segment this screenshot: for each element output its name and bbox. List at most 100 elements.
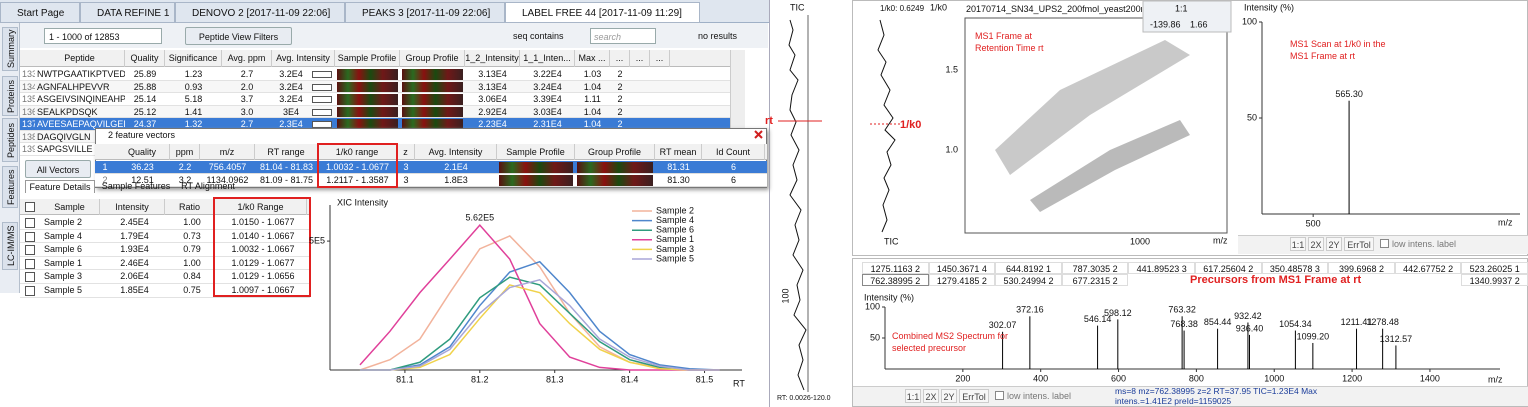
table-cell: 1.0150 - 1.0677 (231, 217, 295, 227)
table-cell: 3.13E4 (478, 81, 507, 92)
table-cell: Sample 1 (44, 257, 83, 268)
table-cell: NWTPGAATIKPTVEDSK (37, 69, 125, 79)
tab: Start Page (0, 2, 80, 23)
table-cell: 25.88 (133, 81, 157, 92)
table-cell: 36.23 (131, 162, 154, 172)
filter-mode: seq contains (513, 31, 564, 41)
right-top-panel (852, 0, 1528, 256)
tic-range: RT: 0.0026-120.0 (777, 395, 831, 402)
column-header: RT range (255, 144, 318, 160)
column-header: Group Profile (400, 50, 465, 67)
table-cell: AGNFALHPEVVR (37, 81, 110, 92)
table-row (20, 257, 310, 271)
table-cell: 1.11 (584, 94, 601, 104)
table-cell: 3.2E4 (279, 69, 303, 79)
column-header: Quality (125, 50, 165, 67)
column-header: Avg. Intensity (415, 144, 497, 160)
subtab: Sample Features (101, 181, 171, 191)
toolbar-button: 2Y (941, 389, 957, 403)
checkbox (995, 391, 1004, 400)
table-row (20, 243, 310, 257)
checkbox (25, 286, 35, 296)
toolbar-button: ErrTol (1344, 237, 1374, 251)
table-cell: 3.13E4 (478, 69, 507, 79)
table-cell: 135 (22, 94, 35, 104)
sample-profile (337, 81, 398, 92)
sample-profile (337, 119, 398, 130)
table-cell: 0.84 (183, 271, 201, 282)
table-cell: 3.2E4 (279, 81, 303, 92)
column-header: ... (650, 50, 670, 67)
checkbox (25, 202, 35, 212)
table-cell: 1.0129 - 1.0677 (231, 257, 295, 268)
precursor-cell: 530.24994 2 (995, 274, 1062, 286)
table-cell: 2.7 (240, 119, 254, 129)
table-cell: 0.75 (183, 285, 201, 295)
search-result: no results (698, 31, 738, 41)
subtab: RT Alignment (181, 181, 235, 191)
table-cell: 756.4057 (208, 162, 247, 172)
table-cell: 3.03E4 (533, 106, 562, 117)
table-cell: 12.51 (131, 175, 154, 185)
table-header-bg (20, 50, 730, 67)
all-vectors-button: All Vectors (25, 160, 91, 178)
side-tab: Peptides (2, 118, 18, 162)
table-cell: Sample 2 (44, 217, 83, 227)
table-cell: 1134.0962 (206, 175, 249, 185)
table-cell: 3 (403, 162, 409, 172)
table-cell: 136 (22, 106, 35, 117)
table-cell: 1.8E3 (444, 175, 468, 185)
sample-profile (499, 162, 573, 173)
intensity-bar (312, 83, 332, 91)
table-cell: 2.7 (240, 69, 254, 79)
column-header: RT mean (655, 144, 702, 160)
precursor-cell: 441.89523 3 (1128, 262, 1195, 274)
table-cell: Sample 3 (44, 271, 83, 282)
column-header: 1/k0 Range (215, 199, 307, 215)
precursor-cell: 523.26025 1 (1461, 262, 1528, 274)
table-cell: 1 (102, 162, 108, 172)
column-header: z (397, 144, 415, 160)
table-cell: 3.0 (240, 106, 254, 117)
side-tab: LC-IM/MS (2, 222, 18, 270)
table-cell: 1.0097 - 1.0667 (231, 285, 295, 295)
table-cell: 2 (617, 81, 623, 92)
precursor-cell: 617.25604 2 (1195, 262, 1262, 274)
table-cell: 3.22E4 (533, 69, 562, 79)
subtab: Feature Details (25, 180, 95, 193)
table-cell: 0.93 (184, 81, 203, 92)
precursor-cell: 677.2315 2 (1061, 274, 1129, 286)
column-header: Max ... (575, 50, 610, 67)
table-cell: 2.45E4 (120, 217, 149, 227)
checkbox (25, 245, 35, 256)
highlight-box (317, 143, 398, 188)
table-cell: 1.32 (184, 119, 203, 129)
scrollbar (730, 50, 745, 150)
table-cell: 1.85E4 (120, 285, 149, 295)
table-cell: 6 (730, 175, 736, 185)
search-box: search (590, 28, 656, 44)
table-cell: SEALKPDSQK (37, 106, 98, 117)
table-cell: 3.2 (178, 175, 192, 185)
precursor-cell: 787.3035 2 (1061, 262, 1129, 274)
toolbar-button: 2X (1308, 237, 1324, 251)
table-cell: 3.06E4 (478, 94, 507, 104)
intensity-bar (312, 108, 332, 116)
status-text: ms=8 mz=762.38995 z=2 RT=37.95 TIC=1.23E… (1115, 386, 1318, 406)
tab: DENOVO 2 [2017-11-09 22:06] (175, 2, 345, 23)
column-header: ... (630, 50, 650, 67)
table-cell: 139 (22, 144, 35, 154)
intensity-bar (312, 121, 332, 128)
table-cell: 0.73 (183, 230, 201, 241)
table-cell: 0.79 (183, 244, 201, 255)
tic-trace (788, 19, 807, 391)
table-cell: ASGEIVSINQINEAHPTK (37, 94, 125, 104)
tab: PEAKS 3 [2017-11-09 22:06] (345, 2, 505, 23)
tab: DATA REFINE 1 (80, 2, 175, 23)
column-header: Peptide (35, 50, 125, 67)
table-cell: 2.3E4 (279, 119, 303, 129)
precursor-cell: 1279.4185 2 (928, 274, 996, 286)
toolbar-option: low intens. label (1392, 239, 1457, 249)
filter-button: Peptide View Filters (185, 27, 292, 45)
